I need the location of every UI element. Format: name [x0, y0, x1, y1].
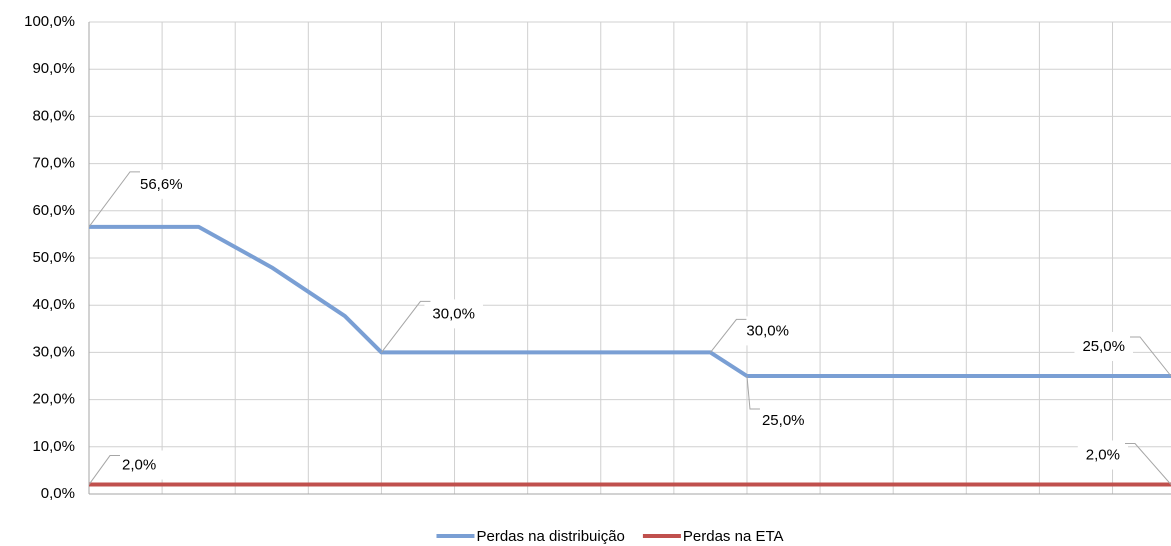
data-label: 25,0%	[1082, 338, 1125, 355]
y-tick-label: 70,0%	[32, 155, 75, 172]
data-label: 30,0%	[432, 305, 475, 322]
data-label: 30,0%	[746, 322, 789, 339]
y-tick-label: 60,0%	[32, 202, 75, 219]
y-tick-label: 40,0%	[32, 296, 75, 313]
data-label: 56,6%	[140, 176, 183, 193]
data-label: 2,0%	[122, 457, 156, 474]
data-label-background	[738, 316, 797, 346]
data-label-background	[114, 450, 165, 480]
y-tick-label: 100,0%	[24, 13, 75, 30]
data-label-background	[1074, 331, 1133, 361]
leader-line	[1125, 443, 1171, 485]
y-tick-label: 90,0%	[32, 60, 75, 77]
leader-line	[381, 300, 431, 353]
y-tick-label: 0,0%	[41, 485, 75, 502]
leader-line	[746, 375, 760, 410]
data-label-background	[1077, 440, 1128, 470]
legend-label: Perdas na distribuição	[476, 528, 624, 545]
leader-line	[710, 318, 747, 353]
leader-line	[1130, 336, 1171, 377]
data-label-background	[753, 405, 813, 435]
data-label-background	[424, 299, 483, 329]
y-tick-label: 20,0%	[32, 391, 75, 408]
legend: Perdas na distribuição Perdas na ETA	[436, 528, 784, 545]
leader-line	[88, 171, 140, 228]
y-tick-label: 80,0%	[32, 107, 75, 124]
data-label: 2,0%	[1086, 447, 1120, 464]
y-tick-label: 10,0%	[32, 438, 75, 455]
y-tick-label: 50,0%	[32, 249, 75, 266]
legend-label: Perdas na ETA	[683, 528, 784, 545]
data-label-background	[132, 169, 191, 199]
y-tick-label: 30,0%	[32, 343, 75, 360]
data-label: 25,0%	[762, 412, 805, 429]
leader-line	[88, 455, 120, 485]
series-line	[89, 224, 1171, 378]
